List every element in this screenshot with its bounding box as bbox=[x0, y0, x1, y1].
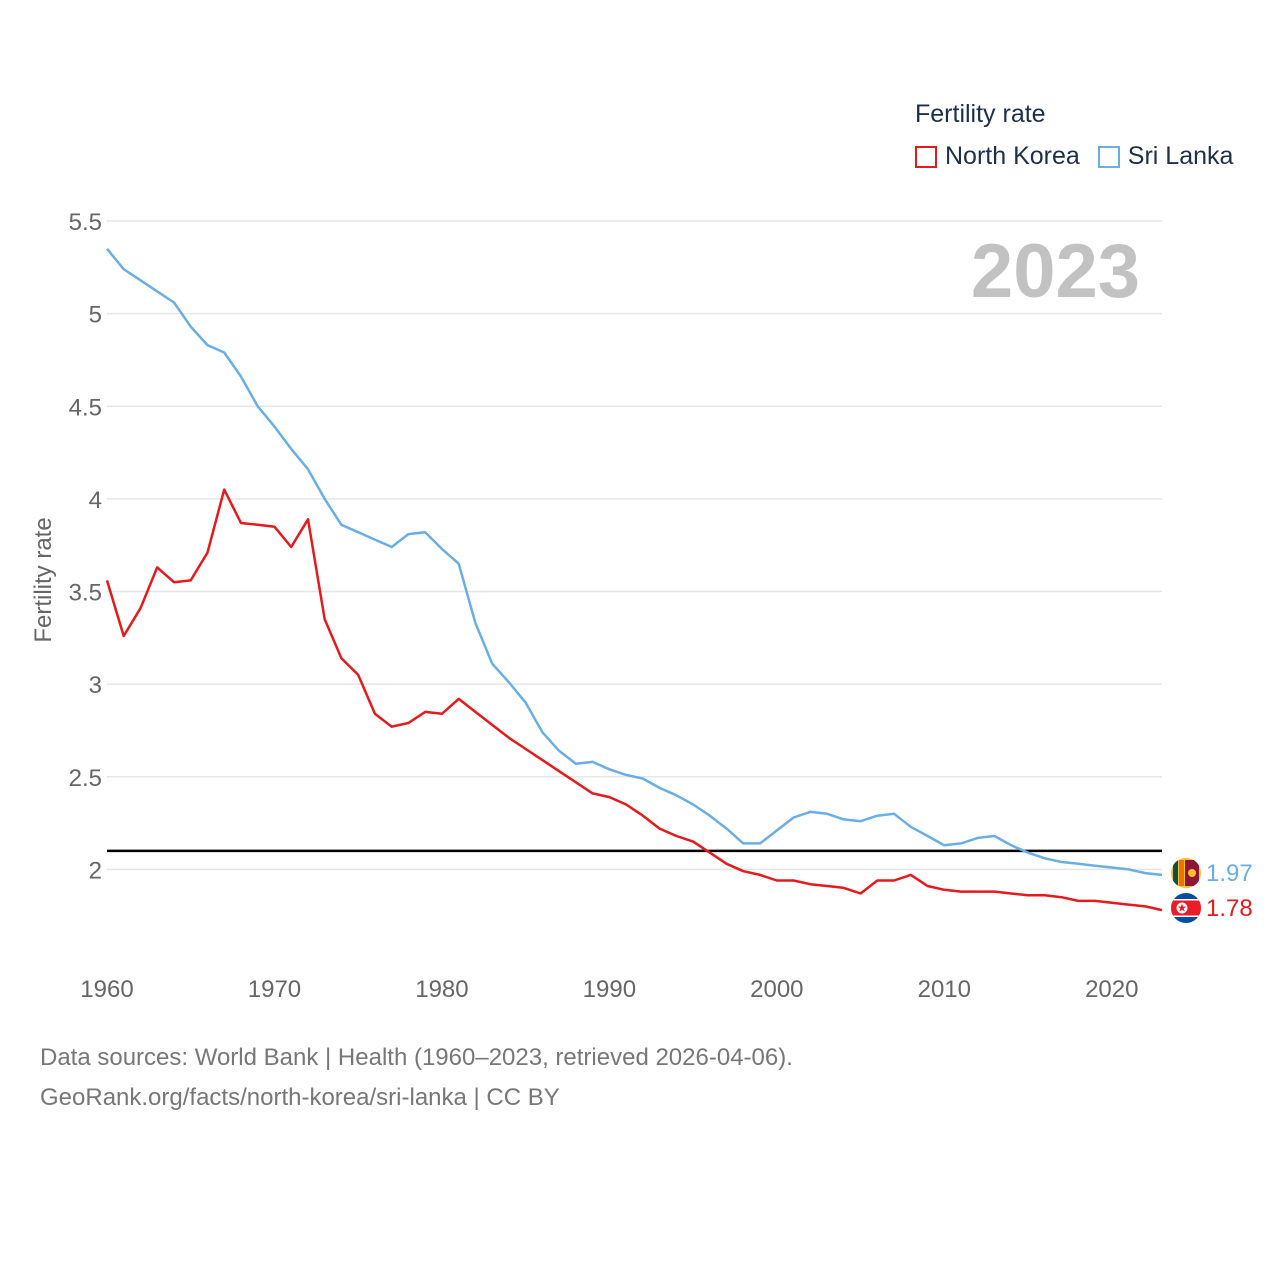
footer-url[interactable]: GeoRank.org/facts/north-korea/sri-lanka … bbox=[40, 1084, 560, 1111]
grid-lines bbox=[107, 220, 1162, 871]
x-tick-label: 1970 bbox=[248, 976, 301, 1003]
end-label-north-korea: 1.78 bbox=[1206, 895, 1253, 922]
y-tick-label: 2 bbox=[89, 857, 102, 884]
y-tick-label: 5.5 bbox=[69, 209, 102, 236]
y-tick-label: 5 bbox=[89, 302, 102, 329]
y-tick-label: 4.5 bbox=[69, 394, 102, 421]
x-tick-label: 1990 bbox=[583, 976, 636, 1003]
legend-item-north-korea[interactable]: North Korea bbox=[915, 142, 1080, 171]
y-tick-label: 2.5 bbox=[69, 765, 102, 792]
x-tick-label: 1960 bbox=[80, 976, 133, 1003]
end-labels: 1.78 1.97 bbox=[1206, 860, 1253, 922]
series-lines bbox=[105, 248, 1163, 912]
north-korea-flag-icon bbox=[1171, 893, 1201, 923]
legend: North Korea Sri Lanka bbox=[915, 142, 1251, 171]
series-line-sri-lanka bbox=[106, 248, 1163, 877]
x-tick-label: 1980 bbox=[415, 976, 468, 1003]
x-tick-label: 2020 bbox=[1085, 976, 1138, 1003]
x-tick-label: 2000 bbox=[750, 976, 803, 1003]
series-line-north-korea bbox=[105, 488, 1163, 912]
x-axis-ticks: 1960 1970 1980 1990 2000 2010 2020 bbox=[80, 976, 1138, 1003]
legend-label-sri-lanka: Sri Lanka bbox=[1127, 142, 1234, 170]
y-axis-ticks: 2 2.5 3 3.5 4 4.5 5 5.5 bbox=[69, 209, 102, 884]
year-label: 2023 bbox=[970, 229, 1140, 314]
end-label-sri-lanka: 1.97 bbox=[1206, 860, 1253, 887]
sri-lanka-flag-icon bbox=[1171, 858, 1201, 888]
legend-swatch-north-korea bbox=[915, 145, 937, 168]
y-axis-label: Fertility rate bbox=[30, 517, 57, 642]
legend-swatch-sri-lanka bbox=[1097, 145, 1120, 168]
y-tick-label: 3.5 bbox=[69, 580, 102, 607]
x-tick-label: 2010 bbox=[918, 976, 971, 1003]
footer-sources: Data sources: World Bank | Health (1960–… bbox=[40, 1044, 793, 1071]
y-tick-label: 4 bbox=[89, 487, 102, 514]
legend-label-north-korea: North Korea bbox=[945, 142, 1080, 170]
y-tick-label: 3 bbox=[89, 672, 102, 699]
legend-item-sri-lanka[interactable]: Sri Lanka bbox=[1097, 142, 1234, 171]
legend-title: Fertility rate bbox=[915, 100, 1046, 128]
